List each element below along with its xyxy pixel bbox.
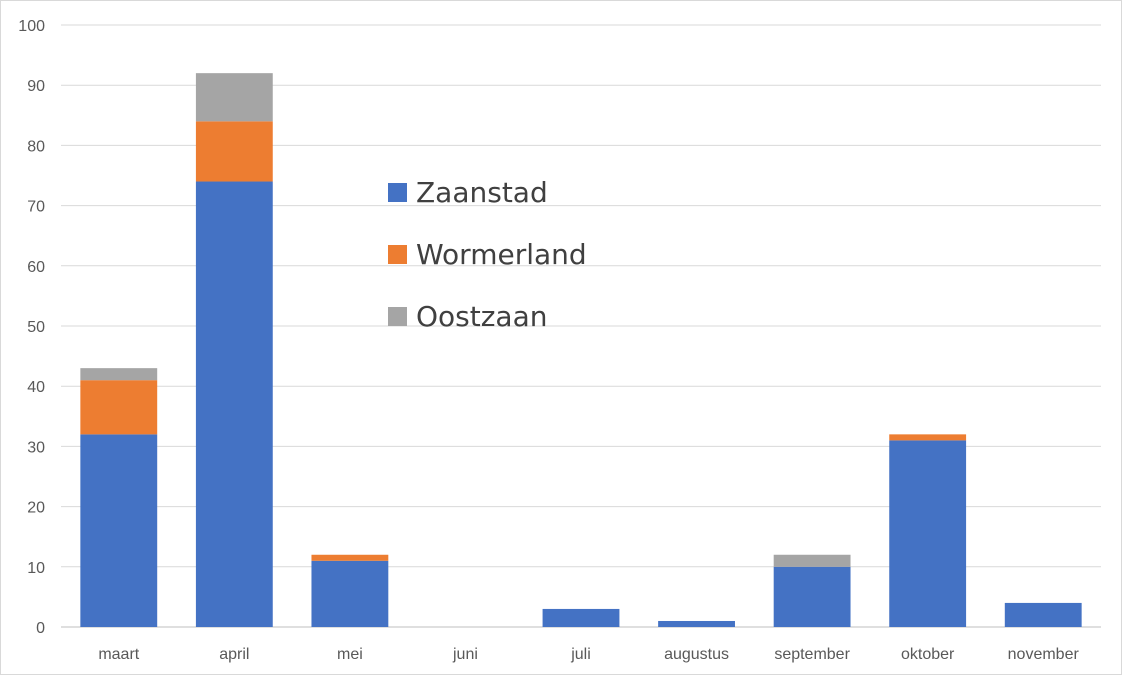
x-tick-label: juli — [570, 646, 591, 663]
y-tick-label: 70 — [27, 199, 45, 216]
legend-label: Zaanstad — [416, 176, 548, 209]
bar-segment-zaanstad — [542, 608, 620, 627]
legend-swatch-wormerland — [388, 245, 407, 264]
x-tick-label: oktober — [901, 646, 955, 663]
y-tick-label: 40 — [27, 379, 45, 396]
bar-segment-zaanstad — [773, 566, 851, 627]
y-tick-label: 100 — [18, 18, 45, 35]
y-tick-label: 0 — [36, 620, 45, 637]
legend-swatch-zaanstad — [388, 183, 407, 202]
x-tick-label: september — [774, 646, 850, 663]
bars — [80, 73, 1082, 627]
bar-segment-zaanstad — [1004, 602, 1082, 627]
bar-segment-zaanstad — [80, 434, 158, 627]
bar-segment-wormerland — [80, 380, 158, 435]
y-tick-label: 80 — [27, 138, 45, 155]
y-tick-label: 60 — [27, 259, 45, 276]
y-tick-label: 90 — [27, 78, 45, 95]
bar-segment-wormerland — [195, 121, 273, 182]
x-tick-label: maart — [98, 646, 139, 663]
y-tick-label: 20 — [27, 500, 45, 517]
bar-segment-zaanstad — [311, 560, 389, 627]
bar-segment-wormerland — [311, 554, 389, 561]
legend-swatch-oostzaan — [388, 307, 407, 326]
x-axis: maart april mei juni juli augustus september ok… — [98, 646, 1079, 663]
x-tick-label: november — [1008, 646, 1080, 663]
bar-segment-oostzaan — [195, 73, 273, 122]
y-tick-label: 30 — [27, 439, 45, 456]
bar-segment-zaanstad — [658, 620, 735, 627]
bar-segment-wormerland — [889, 434, 967, 441]
x-tick-label: april — [219, 646, 249, 663]
legend-label: Wormerland — [416, 238, 587, 271]
x-tick-label: augustus — [664, 646, 729, 663]
bar-segment-zaanstad — [195, 181, 273, 627]
x-tick-label: mei — [337, 646, 363, 663]
bar-segment-zaanstad — [889, 440, 967, 627]
y-tick-label: 10 — [27, 560, 45, 577]
bar-segment-oostzaan — [773, 554, 851, 567]
bar-segment-oostzaan — [80, 368, 158, 381]
y-axis: 0 10 20 30 40 50 60 70 80 90 100 — [18, 18, 45, 637]
y-tick-label: 50 — [27, 319, 45, 336]
legend-label: Oostzaan — [416, 300, 548, 333]
x-tick-label: juni — [452, 646, 478, 663]
legend: Zaanstad Wormerland Oostzaan — [388, 176, 587, 333]
